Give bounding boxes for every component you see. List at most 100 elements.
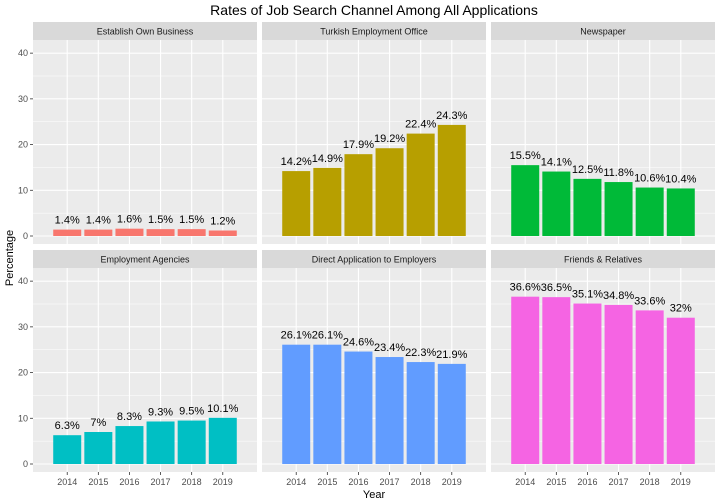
bar bbox=[542, 297, 571, 464]
facet-strip-label: Newspaper bbox=[580, 27, 626, 37]
bar bbox=[635, 310, 664, 464]
x-tick-label: 2017 bbox=[151, 477, 171, 487]
data-label: 34.8% bbox=[603, 290, 634, 302]
data-label: 11.8% bbox=[603, 167, 634, 179]
facet-turkish-employment-office: Turkish Employment Office 14.2% 14.9%17.9%… bbox=[262, 22, 486, 244]
data-label: 14.2% bbox=[281, 156, 312, 168]
data-label: 33.6% bbox=[634, 295, 665, 307]
data-label: 24.3% bbox=[436, 110, 467, 122]
bar bbox=[604, 304, 633, 464]
data-label: 21.9% bbox=[436, 349, 467, 361]
y-tick-label: 10 bbox=[18, 185, 28, 195]
bar bbox=[115, 228, 144, 236]
bar bbox=[282, 344, 311, 464]
data-label: 22.4% bbox=[405, 119, 436, 131]
facet-strip bbox=[33, 22, 257, 40]
bar bbox=[437, 124, 466, 236]
facet-newspaper: Newspaper 15.5%14.1%12.5% 11.8% 10.6% 10.4% bbox=[491, 22, 715, 244]
facet-strip bbox=[262, 22, 486, 40]
bar bbox=[437, 363, 466, 464]
panel-background bbox=[33, 40, 257, 244]
y-tick-label: 30 bbox=[18, 322, 28, 332]
data-label: 10.1% bbox=[207, 403, 238, 415]
bar bbox=[344, 154, 373, 236]
bar bbox=[177, 420, 206, 464]
facet-establish-own-business: Establish Own Business 1.4% 1.4% 1.6% 1.5% 1.… bbox=[18, 22, 257, 244]
bar bbox=[666, 317, 695, 464]
bar bbox=[344, 351, 373, 464]
data-label: 26.1% bbox=[281, 330, 312, 342]
x-tick-label: 2019 bbox=[442, 477, 462, 487]
x-tick-label: 2015 bbox=[88, 477, 108, 487]
facet-strip bbox=[491, 250, 715, 268]
data-label: 8.3% bbox=[117, 411, 142, 423]
bar bbox=[511, 296, 540, 464]
facet-direct-application-to-employers: Direct Application to Employers 26.1% 26.1… bbox=[262, 250, 486, 487]
data-label: 1.5% bbox=[179, 214, 204, 226]
x-tick-label: 2019 bbox=[213, 477, 233, 487]
bar bbox=[635, 187, 664, 236]
x-tick-label: 2016 bbox=[577, 477, 597, 487]
x-tick-label: 2015 bbox=[546, 477, 566, 487]
data-label: 12.5% bbox=[572, 164, 603, 176]
x-tick-label: 2018 bbox=[411, 477, 431, 487]
bar bbox=[115, 426, 144, 464]
y-tick-label: 40 bbox=[18, 276, 28, 286]
x-tick-label: 2017 bbox=[609, 477, 629, 487]
data-label: 10.6% bbox=[634, 173, 665, 185]
data-label: 1.2% bbox=[210, 216, 235, 228]
facet-strip-label: Friends & Relatives bbox=[564, 255, 643, 265]
data-label: 1.5% bbox=[148, 214, 173, 226]
x-tick-label: 2018 bbox=[640, 477, 660, 487]
bar bbox=[666, 188, 695, 236]
bar bbox=[208, 230, 237, 236]
x-tick-label: 2014 bbox=[515, 477, 535, 487]
data-label: 7% bbox=[90, 417, 106, 429]
y-tick-label: 20 bbox=[18, 368, 28, 378]
data-label: 9.5% bbox=[179, 406, 204, 418]
bar bbox=[177, 229, 206, 236]
bar bbox=[406, 133, 435, 236]
data-label: 6.3% bbox=[55, 420, 80, 432]
data-label: 19.2% bbox=[374, 133, 405, 145]
data-label: 1.4% bbox=[55, 215, 80, 227]
facet-panels: Establish Own Business 1.4% 1.4% 1.6% 1.5% 1.… bbox=[18, 22, 715, 487]
x-tick-label: 2014 bbox=[57, 477, 77, 487]
bar bbox=[84, 432, 113, 464]
chart-title: Rates of Job Search Channel Among All Ap… bbox=[210, 2, 538, 18]
facet-employment-agencies: Employment Agencies 6.3% 7% 8.3% 9.3% 9.5% 10.… bbox=[18, 250, 257, 487]
y-tick-label: 0 bbox=[23, 231, 28, 241]
data-label: 17.9% bbox=[343, 139, 374, 151]
x-tick-label: 2014 bbox=[286, 477, 306, 487]
x-tick-label: 2019 bbox=[671, 477, 691, 487]
y-tick-label: 40 bbox=[18, 48, 28, 58]
data-label: 9.3% bbox=[148, 406, 173, 418]
bar bbox=[375, 357, 404, 464]
facet-strip-label: Turkish Employment Office bbox=[320, 27, 428, 37]
data-label: 1.6% bbox=[117, 214, 142, 226]
x-tick-label: 2015 bbox=[317, 477, 337, 487]
facet-strip-label: Establish Own Business bbox=[97, 27, 194, 37]
bar bbox=[511, 165, 540, 236]
bar bbox=[406, 362, 435, 464]
data-label: 14.9% bbox=[312, 153, 343, 165]
data-label: 36.5% bbox=[541, 282, 572, 294]
x-tick-label: 2016 bbox=[348, 477, 368, 487]
facet-strip bbox=[262, 250, 486, 268]
data-label: 32% bbox=[670, 303, 692, 315]
x-tick-label: 2018 bbox=[182, 477, 202, 487]
data-label: 1.4% bbox=[86, 215, 111, 227]
bar bbox=[208, 417, 237, 464]
bar bbox=[146, 421, 175, 464]
x-tick-label: 2017 bbox=[380, 477, 400, 487]
bar bbox=[313, 167, 342, 236]
facet-strip-label: Direct Application to Employers bbox=[312, 255, 437, 265]
y-axis-title: Percentage bbox=[4, 230, 16, 286]
bar bbox=[84, 229, 113, 236]
bar bbox=[604, 182, 633, 236]
data-label: 36.6% bbox=[510, 282, 541, 294]
data-label: 24.6% bbox=[343, 337, 374, 349]
y-tick-label: 20 bbox=[18, 140, 28, 150]
